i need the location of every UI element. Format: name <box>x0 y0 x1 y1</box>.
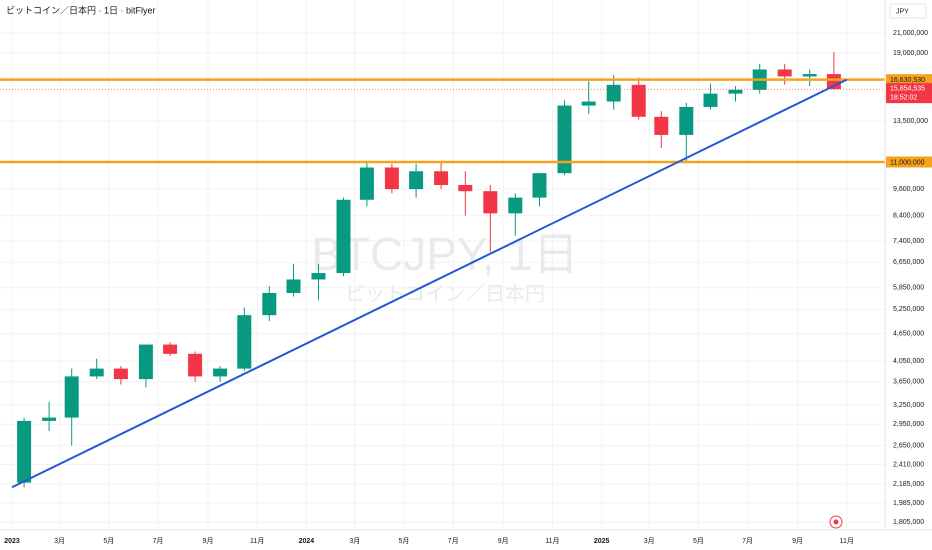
y-tick-label: 5,250,000 <box>893 306 924 313</box>
candle-body <box>138 344 153 380</box>
plot-area <box>0 52 885 489</box>
candle-body <box>508 197 523 214</box>
candle-body <box>654 116 669 135</box>
candle-body <box>679 106 694 135</box>
x-tick-label: 2023 <box>4 538 20 545</box>
x-tick-label: 11月 <box>250 537 264 545</box>
candle-body <box>557 105 572 174</box>
currency[interactable]: JPY <box>896 8 909 15</box>
y-tick-label: 2,185,000 <box>893 481 924 488</box>
candle-body <box>826 74 841 90</box>
candle-body <box>213 368 228 377</box>
candle-body <box>42 417 57 421</box>
chart-title: ビットコイン／日本円 · 1日 · bitFlyer <box>6 4 156 15</box>
level-price-box <box>886 74 932 86</box>
candle-body <box>703 93 718 107</box>
y-tick-label: 19,000,000 <box>893 50 928 57</box>
candle-body <box>532 173 547 198</box>
candle-body <box>163 344 178 354</box>
candle-body <box>606 84 621 102</box>
x-tick-label: 3月 <box>54 537 65 545</box>
y-tick-label: 5,850,000 <box>893 285 924 292</box>
y-tick-label: 2,410,000 <box>893 461 924 468</box>
y-tick-label: 3,250,000 <box>893 402 924 409</box>
last-price-box <box>886 83 932 104</box>
candle-body <box>64 376 79 418</box>
y-tick-label: 4,050,000 <box>893 358 924 365</box>
y-tick-label: 21,000,000 <box>893 30 928 37</box>
axes: 21,000,000 19,000,000 13,500,000 9,600,000 8… <box>4 30 932 545</box>
x-tick-label: 9月 <box>792 537 803 545</box>
event-icon-dot[interactable] <box>833 519 839 525</box>
candle-body <box>458 185 473 192</box>
candle-body <box>359 167 374 200</box>
x-tick-label: 11月 <box>840 537 854 545</box>
candle-body <box>113 368 128 380</box>
y-tick-label: 8,400,000 <box>893 213 924 220</box>
trendline <box>11 78 848 489</box>
countdown: 18:52:02 <box>890 94 917 101</box>
candle-body <box>188 353 203 377</box>
y-tick-label: 2,650,000 <box>893 442 924 449</box>
candle-body <box>631 84 646 117</box>
x-tick-label: 5月 <box>693 537 704 545</box>
x-tick-label: 9月 <box>203 537 214 545</box>
last-price-label: 15,854,535 <box>890 85 925 92</box>
candle-body <box>409 171 424 190</box>
x-tick-label: 5月 <box>103 537 114 545</box>
x-tick-label: 3月 <box>644 537 655 545</box>
y-tick-label: 1,985,000 <box>893 500 924 507</box>
candle-body <box>434 171 449 186</box>
candle-body <box>384 167 399 190</box>
level-price-box <box>886 156 932 168</box>
candle-body <box>237 315 252 369</box>
grid <box>0 0 885 530</box>
candle-body <box>286 279 301 293</box>
y-tick-label: 3,650,000 <box>893 379 924 386</box>
watermark: BTCJPY, 1日 <box>311 228 579 280</box>
event-icon[interactable] <box>829 515 843 529</box>
candle-body <box>728 89 743 94</box>
y-tick-label: 4,650,000 <box>893 330 924 337</box>
x-tick-label: 5月 <box>399 537 410 545</box>
x-tick-label: 2024 <box>299 538 315 545</box>
level-price-label: 11,000,000 <box>890 159 925 166</box>
x-tick-label: 7月 <box>742 537 753 545</box>
candle-body <box>336 199 351 274</box>
candle-body <box>311 273 326 280</box>
x-tick-label: 3月 <box>349 537 360 545</box>
watermark-subtitle: ビットコイン／日本円 <box>345 282 545 305</box>
candle-body <box>581 101 596 106</box>
candle-body <box>17 420 32 483</box>
y-tick-label: 13,500,000 <box>893 118 928 125</box>
candle-body <box>89 368 104 377</box>
y-tick-label: 2,950,000 <box>893 421 924 428</box>
candle-body <box>262 292 277 316</box>
x-tick-label: 11月 <box>545 537 559 545</box>
y-tick-label: 6,650,000 <box>893 259 924 266</box>
x-tick-label: 7月 <box>153 537 164 545</box>
x-tick-label: 7月 <box>448 537 459 545</box>
x-tick-label: 9月 <box>498 537 509 545</box>
y-tick-label: 1,805,000 <box>893 519 924 526</box>
x-tick-label: 2025 <box>594 538 610 545</box>
y-tick-label: 9,600,000 <box>893 186 924 193</box>
currency-box[interactable] <box>889 3 927 19</box>
candle-body <box>802 74 817 77</box>
level-price-label: 16,630,530 <box>890 77 925 84</box>
candle-body <box>777 69 792 77</box>
candle-body <box>483 191 498 214</box>
y-tick-label: 7,400,000 <box>893 238 924 245</box>
